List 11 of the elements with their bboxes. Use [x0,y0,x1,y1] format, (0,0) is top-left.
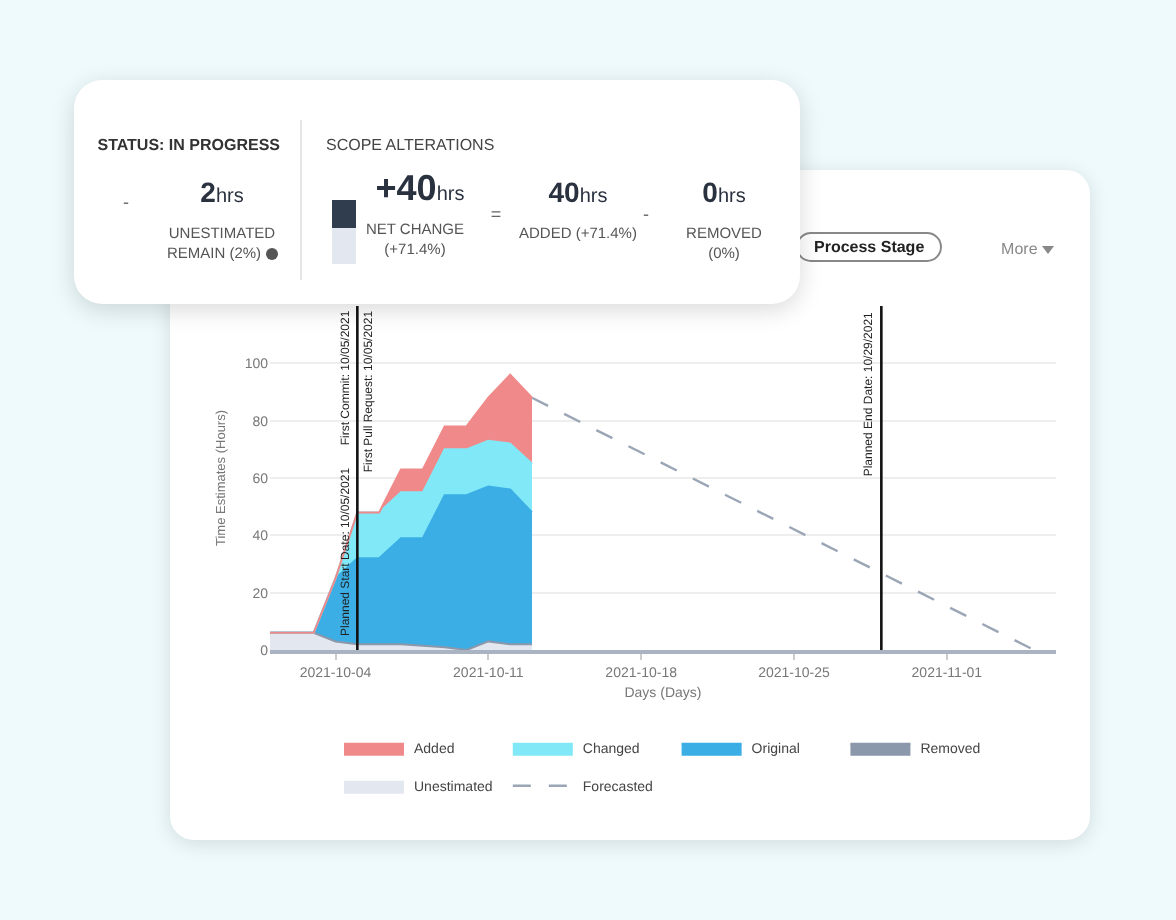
text: 2hrs [200,176,244,208]
text: Process Stage [796,232,943,262]
text: 0hrs [702,176,746,208]
text: = [488,204,504,224]
text: More [1001,240,1040,258]
text: +40hrs [375,168,465,208]
text: STATUS: IN PROGRESS [95,136,280,154]
text: - [641,204,651,224]
text: - [121,192,131,212]
text: 40hrs [548,176,608,208]
text: SCOPE ALTERATIONS [326,136,497,154]
